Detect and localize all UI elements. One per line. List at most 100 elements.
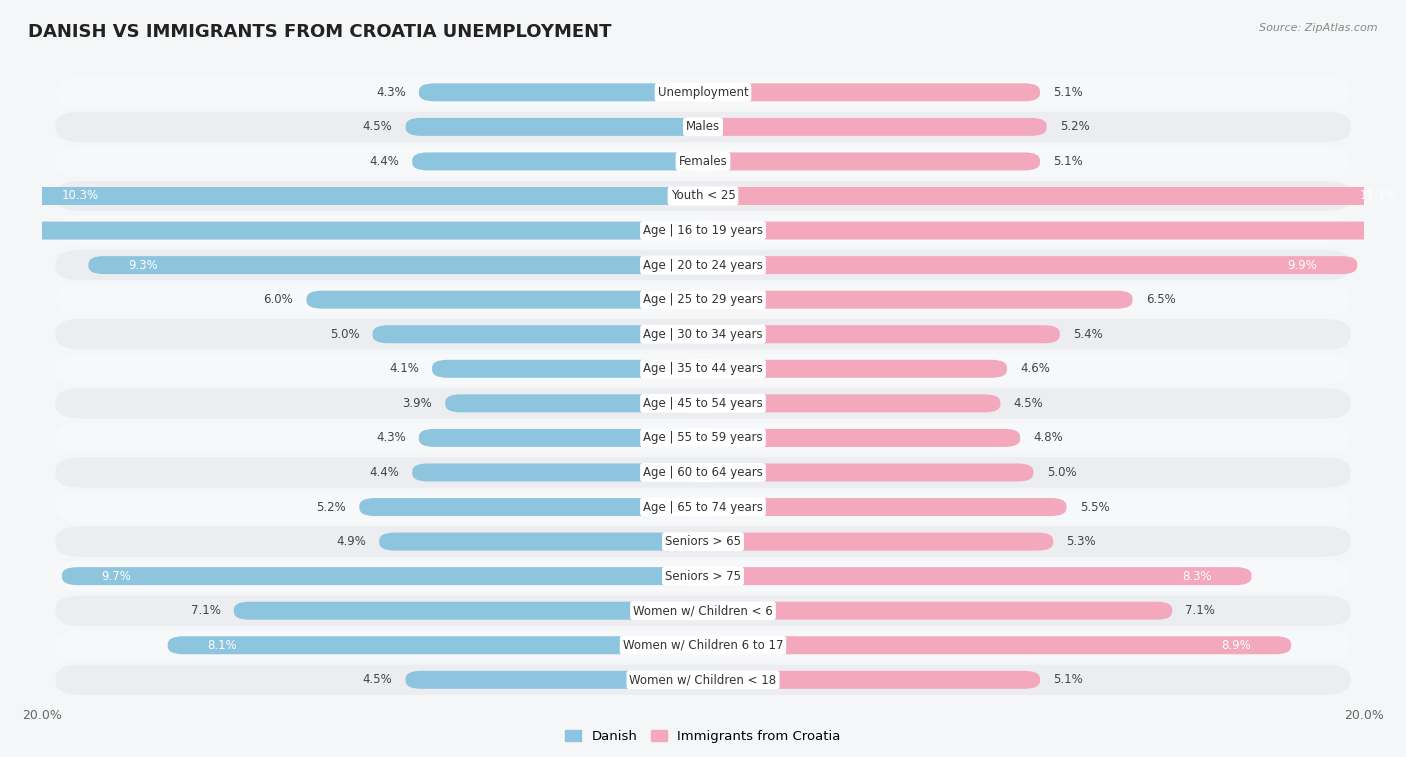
FancyBboxPatch shape: [55, 146, 1351, 176]
FancyBboxPatch shape: [55, 215, 1351, 246]
FancyBboxPatch shape: [703, 394, 1000, 413]
FancyBboxPatch shape: [380, 533, 703, 550]
Text: 5.1%: 5.1%: [1053, 155, 1083, 168]
FancyBboxPatch shape: [703, 152, 1040, 170]
Text: 8.1%: 8.1%: [208, 639, 238, 652]
FancyBboxPatch shape: [55, 388, 1351, 419]
FancyBboxPatch shape: [55, 492, 1351, 522]
Text: 4.4%: 4.4%: [370, 466, 399, 479]
FancyBboxPatch shape: [55, 665, 1351, 695]
Text: Women w/ Children 6 to 17: Women w/ Children 6 to 17: [623, 639, 783, 652]
FancyBboxPatch shape: [419, 83, 703, 101]
Text: 7.1%: 7.1%: [191, 604, 221, 617]
FancyBboxPatch shape: [703, 118, 1046, 136]
FancyBboxPatch shape: [55, 77, 1351, 107]
Text: Youth < 25: Youth < 25: [671, 189, 735, 202]
FancyBboxPatch shape: [405, 118, 703, 136]
Text: 4.8%: 4.8%: [1033, 431, 1063, 444]
FancyBboxPatch shape: [703, 256, 1357, 274]
FancyBboxPatch shape: [307, 291, 703, 309]
FancyBboxPatch shape: [405, 671, 703, 689]
Text: 9.3%: 9.3%: [128, 259, 157, 272]
FancyBboxPatch shape: [412, 463, 703, 481]
FancyBboxPatch shape: [55, 250, 1351, 280]
Text: 5.1%: 5.1%: [1053, 86, 1083, 99]
Text: 10.3%: 10.3%: [62, 189, 100, 202]
Text: Females: Females: [679, 155, 727, 168]
FancyBboxPatch shape: [703, 602, 1173, 620]
FancyBboxPatch shape: [55, 630, 1351, 660]
Text: 5.1%: 5.1%: [1053, 673, 1083, 687]
Text: 9.9%: 9.9%: [1288, 259, 1317, 272]
FancyBboxPatch shape: [446, 394, 703, 413]
FancyBboxPatch shape: [55, 422, 1351, 453]
Text: DANISH VS IMMIGRANTS FROM CROATIA UNEMPLOYMENT: DANISH VS IMMIGRANTS FROM CROATIA UNEMPL…: [28, 23, 612, 41]
FancyBboxPatch shape: [233, 602, 703, 620]
FancyBboxPatch shape: [55, 319, 1351, 350]
FancyBboxPatch shape: [55, 181, 1351, 211]
Text: 8.9%: 8.9%: [1222, 639, 1251, 652]
Text: Women w/ Children < 6: Women w/ Children < 6: [633, 604, 773, 617]
FancyBboxPatch shape: [89, 256, 703, 274]
Text: Source: ZipAtlas.com: Source: ZipAtlas.com: [1260, 23, 1378, 33]
Text: 4.1%: 4.1%: [389, 363, 419, 375]
Text: Age | 60 to 64 years: Age | 60 to 64 years: [643, 466, 763, 479]
Text: Age | 16 to 19 years: Age | 16 to 19 years: [643, 224, 763, 237]
FancyBboxPatch shape: [22, 187, 703, 205]
Text: Unemployment: Unemployment: [658, 86, 748, 99]
Legend: Danish, Immigrants from Croatia: Danish, Immigrants from Croatia: [560, 724, 846, 748]
FancyBboxPatch shape: [703, 83, 1040, 101]
Text: Age | 45 to 54 years: Age | 45 to 54 years: [643, 397, 763, 410]
Text: 5.2%: 5.2%: [316, 500, 346, 513]
FancyBboxPatch shape: [703, 567, 1251, 585]
FancyBboxPatch shape: [360, 498, 703, 516]
FancyBboxPatch shape: [703, 637, 1291, 654]
Text: 8.3%: 8.3%: [1182, 570, 1212, 583]
FancyBboxPatch shape: [373, 326, 703, 343]
FancyBboxPatch shape: [0, 222, 703, 239]
FancyBboxPatch shape: [703, 291, 1133, 309]
Text: Seniors > 65: Seniors > 65: [665, 535, 741, 548]
FancyBboxPatch shape: [703, 463, 1033, 481]
Text: 4.6%: 4.6%: [1021, 363, 1050, 375]
Text: 5.0%: 5.0%: [330, 328, 360, 341]
Text: Age | 25 to 29 years: Age | 25 to 29 years: [643, 293, 763, 306]
Text: 5.0%: 5.0%: [1046, 466, 1076, 479]
Text: Age | 65 to 74 years: Age | 65 to 74 years: [643, 500, 763, 513]
FancyBboxPatch shape: [412, 152, 703, 170]
FancyBboxPatch shape: [419, 429, 703, 447]
Text: Women w/ Children < 18: Women w/ Children < 18: [630, 673, 776, 687]
Text: 4.3%: 4.3%: [375, 86, 405, 99]
FancyBboxPatch shape: [703, 498, 1067, 516]
FancyBboxPatch shape: [55, 596, 1351, 626]
Text: 5.2%: 5.2%: [1060, 120, 1090, 133]
Text: 6.0%: 6.0%: [263, 293, 294, 306]
Text: 4.5%: 4.5%: [363, 120, 392, 133]
FancyBboxPatch shape: [703, 360, 1007, 378]
FancyBboxPatch shape: [703, 429, 1021, 447]
FancyBboxPatch shape: [62, 567, 703, 585]
Text: 4.5%: 4.5%: [363, 673, 392, 687]
Text: 5.4%: 5.4%: [1073, 328, 1102, 341]
Text: Age | 20 to 24 years: Age | 20 to 24 years: [643, 259, 763, 272]
Text: Age | 55 to 59 years: Age | 55 to 59 years: [643, 431, 763, 444]
FancyBboxPatch shape: [55, 561, 1351, 591]
FancyBboxPatch shape: [703, 222, 1406, 239]
Text: 5.3%: 5.3%: [1067, 535, 1097, 548]
FancyBboxPatch shape: [55, 457, 1351, 488]
FancyBboxPatch shape: [167, 637, 703, 654]
Text: Males: Males: [686, 120, 720, 133]
Text: 3.9%: 3.9%: [402, 397, 432, 410]
Text: 7.1%: 7.1%: [1185, 604, 1215, 617]
FancyBboxPatch shape: [703, 533, 1053, 550]
FancyBboxPatch shape: [55, 526, 1351, 557]
Text: 4.5%: 4.5%: [1014, 397, 1043, 410]
Text: Seniors > 75: Seniors > 75: [665, 570, 741, 583]
FancyBboxPatch shape: [703, 326, 1060, 343]
FancyBboxPatch shape: [703, 187, 1406, 205]
FancyBboxPatch shape: [55, 285, 1351, 315]
Text: Age | 30 to 34 years: Age | 30 to 34 years: [643, 328, 763, 341]
FancyBboxPatch shape: [703, 671, 1040, 689]
FancyBboxPatch shape: [55, 112, 1351, 142]
Text: 11.1%: 11.1%: [1360, 189, 1396, 202]
